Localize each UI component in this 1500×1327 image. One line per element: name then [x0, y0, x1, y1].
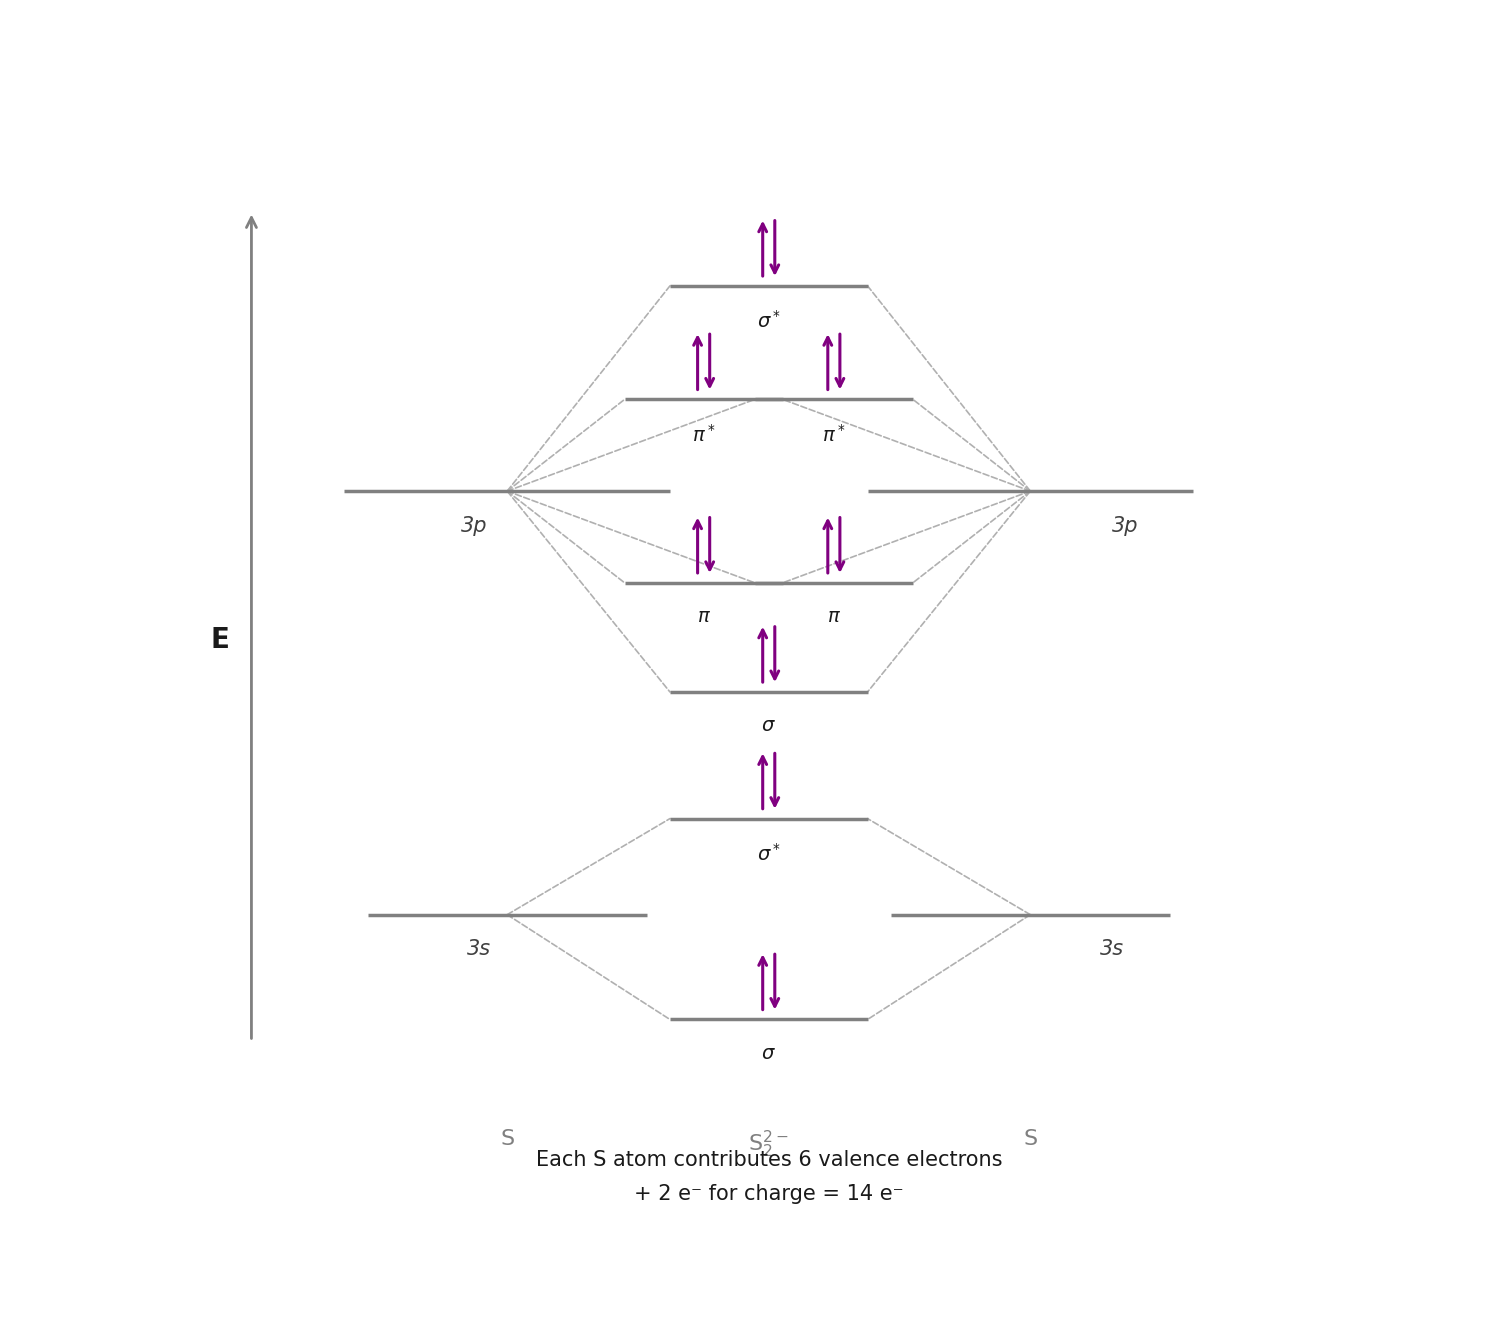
Text: $\pi$: $\pi$	[827, 608, 842, 626]
Text: $\pi^*$: $\pi^*$	[692, 423, 715, 446]
Text: E: E	[210, 625, 230, 654]
Text: $\sigma^*$: $\sigma^*$	[756, 843, 782, 865]
Text: 3p: 3p	[1112, 516, 1138, 536]
Text: 3p: 3p	[462, 516, 488, 536]
Text: + 2 e⁻ for charge = 14 e⁻: + 2 e⁻ for charge = 14 e⁻	[634, 1184, 903, 1204]
Text: $\sigma$: $\sigma$	[762, 717, 776, 735]
Text: S: S	[500, 1129, 514, 1149]
Text: S: S	[1023, 1129, 1038, 1149]
Text: $\sigma^*$: $\sigma^*$	[756, 311, 782, 332]
Text: $\sigma$: $\sigma$	[762, 1044, 776, 1063]
Text: $\pi^*$: $\pi^*$	[822, 423, 846, 446]
Text: 3s: 3s	[466, 940, 492, 959]
Text: S$_2^{2-}$: S$_2^{2-}$	[748, 1129, 789, 1160]
Text: 3s: 3s	[1100, 940, 1124, 959]
Text: $\pi$: $\pi$	[696, 608, 711, 626]
Text: Each S atom contributes 6 valence electrons: Each S atom contributes 6 valence electr…	[536, 1151, 1002, 1170]
